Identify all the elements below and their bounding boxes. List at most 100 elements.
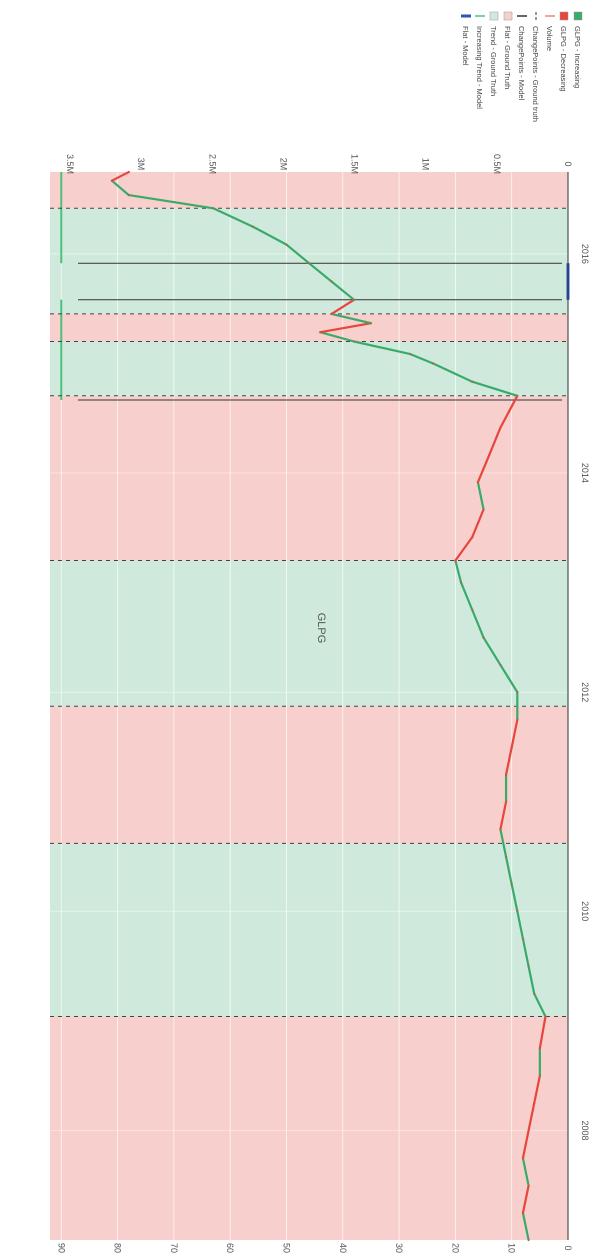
- series-point: [522, 1157, 524, 1159]
- price-tick-label: 30: [394, 1243, 404, 1253]
- region-trend-3: [50, 560, 568, 707]
- series-segment: [521, 1129, 530, 1160]
- series-point: [431, 362, 434, 365]
- legend-item: GLPG - Decreasing: [559, 11, 569, 91]
- series-segment: [510, 883, 519, 913]
- series-segment: [471, 380, 519, 397]
- series-segment: [499, 800, 508, 831]
- series-point: [510, 883, 513, 886]
- series-segment: [319, 331, 356, 343]
- series-point: [527, 1129, 530, 1132]
- series-segment: [110, 179, 130, 197]
- series-point: [516, 718, 519, 721]
- series-segment: [499, 394, 519, 429]
- plot-area: 0 10 20 30 40 50 60 70 80 90 2008 2010 2012 2014 2016 0…: [50, 154, 589, 1253]
- volume-tick-label: 1M: [421, 158, 431, 171]
- series-point: [251, 225, 254, 228]
- series-point: [533, 992, 536, 995]
- legend-swatch: [573, 11, 583, 21]
- series-segment: [476, 454, 491, 484]
- region-trend-5: [50, 341, 568, 396]
- legend-label: ChangePoints - Ground truth: [531, 26, 540, 122]
- region-flat-6: [50, 313, 568, 342]
- region-flat-2: [50, 706, 568, 844]
- region-flat-4: [50, 395, 568, 561]
- series-point: [505, 856, 507, 858]
- series-point: [488, 454, 491, 457]
- legend-label: GLPG - Decreasing: [559, 26, 568, 91]
- axis-layer: 0 10 20 30 40 50 60 70 80 90 2008 2010 2012 2014 2016 0…: [56, 154, 589, 1253]
- volume-tick-label: 0: [563, 161, 573, 166]
- legend-label: Trend - Ground Truth: [489, 26, 498, 96]
- series-segment: [110, 170, 130, 182]
- series-segment: [352, 340, 412, 356]
- series-point: [285, 243, 288, 246]
- volume-tick-label: 0.5M: [492, 154, 502, 174]
- price-tick-label: 80: [113, 1243, 123, 1253]
- series-point: [460, 581, 462, 584]
- series-point: [499, 426, 502, 429]
- legend-items: GLPG - Increasing GLPG - Decreasing Volume…: [461, 11, 583, 122]
- price-tick-label: 90: [56, 1243, 66, 1253]
- series-point: [522, 1212, 524, 1214]
- series-segment: [127, 194, 215, 210]
- legend-item: ChangePoints - Model: [517, 15, 527, 101]
- series-point: [499, 664, 502, 666]
- series-segment: [521, 1156, 530, 1187]
- date-tick-label: 2008: [580, 1120, 589, 1140]
- price-tick-label: 60: [225, 1243, 235, 1253]
- series-point: [544, 1015, 547, 1018]
- volume-tick-label: 1.5M: [350, 154, 360, 174]
- changepoints-layer: [50, 207, 568, 1017]
- date-tick-label: 2014: [580, 463, 589, 483]
- price-tick-label: 50: [281, 1243, 291, 1253]
- legend-label: Increasing Trend - Model: [475, 26, 484, 109]
- series-point: [516, 910, 519, 913]
- series-point: [538, 1047, 541, 1050]
- region-trend-7: [50, 208, 568, 314]
- legend-swatch: [489, 11, 499, 21]
- series-segment: [488, 426, 502, 457]
- series-point: [527, 965, 530, 968]
- chart-title: GLPG: [315, 613, 327, 644]
- legend: GLPG - Increasing GLPG - Decreasing Volume…: [461, 11, 583, 122]
- model-layer: [60, 172, 570, 401]
- legend-label: Volume: [545, 26, 554, 51]
- series-point: [482, 508, 485, 511]
- series-segment: [510, 718, 519, 749]
- price-tick-label: 40: [338, 1243, 348, 1253]
- series-segment: [454, 535, 474, 562]
- volume-tick-label: 3M: [136, 158, 146, 171]
- legend-label: GLPG - Increasing: [573, 26, 582, 88]
- series-segment: [330, 280, 356, 301]
- series-segment: [330, 312, 373, 325]
- volume-tick-label: 2M: [278, 158, 288, 171]
- series-segment: [454, 559, 463, 584]
- series-segment: [471, 508, 485, 539]
- series-segment: [499, 663, 519, 694]
- price-tick-label: 20: [450, 1243, 460, 1253]
- series-segment: [516, 910, 525, 940]
- legend-item: GLPG - Increasing: [573, 11, 583, 88]
- legend-label: Flat - Ground Truth: [503, 26, 512, 89]
- series-segment: [504, 746, 513, 776]
- series-segment: [527, 1102, 536, 1132]
- series-point: [538, 1075, 541, 1077]
- price-tick-label: 70: [169, 1243, 179, 1253]
- legend-label: Flat - Model: [461, 26, 470, 66]
- series-segment: [251, 225, 288, 246]
- series-point: [471, 536, 474, 538]
- series-point: [127, 194, 130, 197]
- series-segment: [521, 937, 530, 968]
- series-segment: [527, 965, 536, 995]
- legend-item: Increasing Trend - Model: [475, 15, 485, 109]
- series-point: [499, 828, 502, 831]
- series-point: [471, 609, 474, 611]
- regions-layer: [50, 172, 568, 1240]
- series-point: [330, 280, 333, 283]
- date-tick-label: 2012: [580, 682, 589, 702]
- region-flat-8: [50, 172, 568, 209]
- series-point: [527, 1184, 530, 1187]
- series-segment: [499, 828, 508, 859]
- series-point: [330, 313, 333, 315]
